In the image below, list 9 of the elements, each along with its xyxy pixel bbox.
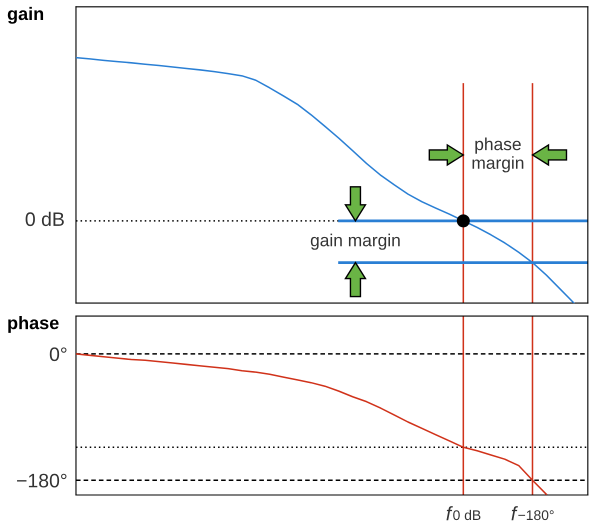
ref-line-label: gain margin (310, 234, 400, 250)
y-tick-label: −180° (17, 474, 66, 488)
ref-line-label: 0 dB (26, 212, 64, 226)
chart-title: phase (8, 316, 59, 333)
chart-title: gain (8, 6, 44, 24)
x-tick-label: f−180° (512, 506, 554, 520)
ref-line-label: phase margin (472, 138, 524, 172)
y-tick-label: 0° (50, 347, 66, 362)
x-tick-label: f0 dB (446, 506, 480, 520)
